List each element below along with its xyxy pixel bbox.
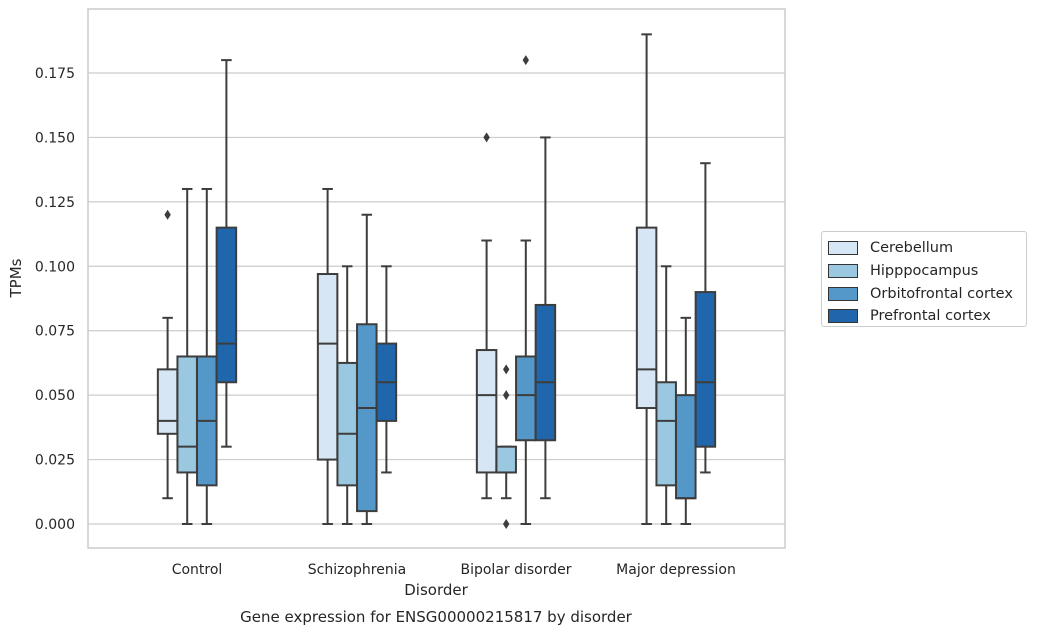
legend-label: Cerebellum — [870, 240, 954, 257]
box-hipppocampus — [336, 265, 358, 525]
box-iqr — [336, 361, 358, 487]
y-tick-label: 0.125 — [35, 195, 75, 211]
legend-label: Orbitofrontal cortex — [870, 285, 1013, 302]
box-iqr — [495, 445, 517, 474]
x-tick-label: Major depression — [616, 562, 736, 578]
outlier-point — [483, 132, 490, 143]
box-iqr — [176, 355, 198, 474]
box-orbitofrontal-cortex — [675, 316, 697, 525]
y-tick-label: 0.025 — [35, 453, 75, 469]
x-axis-label: Disorder — [404, 581, 468, 599]
box-iqr — [475, 349, 498, 474]
boxes — [156, 33, 717, 529]
legend-item: Hipppocampus — [828, 260, 1026, 283]
outlier-point — [503, 519, 510, 529]
outlier-point — [503, 364, 510, 375]
legend-item: Prefrontal cortex — [828, 305, 1026, 328]
box-iqr — [156, 368, 179, 435]
box-orbitofrontal-cortex — [356, 213, 378, 525]
outlier-point — [503, 390, 510, 401]
box-cerebellum — [635, 33, 658, 525]
y-tick-label: 0.100 — [35, 259, 75, 275]
outlier-point — [522, 55, 529, 66]
y-tick-label: 0.175 — [35, 66, 75, 82]
legend-swatch — [828, 241, 858, 256]
x-tick-label: Schizophrenia — [308, 562, 406, 578]
y-axis-label: TPMs — [7, 258, 25, 298]
box-hipppocampus — [655, 265, 677, 525]
y-tick-label: 0.150 — [35, 130, 75, 146]
chart-title: Gene expression for ENSG00000215817 by d… — [240, 608, 633, 626]
box-iqr — [635, 226, 658, 410]
box-cerebellum — [156, 209, 179, 500]
y-tick-label: 0.075 — [35, 324, 75, 340]
box-hipppocampus — [176, 187, 198, 525]
legend-label: Prefrontal cortex — [870, 308, 991, 325]
box-iqr — [675, 394, 697, 500]
box-iqr — [655, 381, 677, 487]
outlier-point — [164, 209, 171, 220]
legend-item: Orbitofrontal cortex — [828, 282, 1026, 305]
legend: Cerebellum Hipppocampus Orbitofrontal cort… — [821, 231, 1027, 327]
legend-label: Hipppocampus — [870, 263, 979, 280]
box-iqr — [694, 291, 717, 448]
plot-frame — [87, 8, 786, 549]
y-tick-labels: 0.000 0.025 0.050 0.075 0.100 0.125 0.150 0.175 — [35, 66, 75, 533]
box-iqr — [356, 323, 378, 513]
box-prefrontal-cortex — [375, 265, 398, 474]
box-iqr — [534, 303, 557, 442]
legend-swatch — [828, 286, 858, 301]
box-hipppocampus — [495, 364, 517, 529]
box-iqr — [515, 355, 537, 442]
legend-swatch — [828, 264, 858, 279]
box-prefrontal-cortex — [694, 162, 717, 474]
box-cerebellum — [316, 187, 339, 525]
box-orbitofrontal-cortex — [515, 55, 537, 525]
legend-item: Cerebellum — [828, 237, 1026, 260]
box-orbitofrontal-cortex — [196, 187, 218, 525]
y-tick-label: 0.050 — [35, 388, 75, 404]
box-iqr — [316, 273, 339, 461]
box-prefrontal-cortex — [215, 59, 238, 448]
x-tick-labels: Control Schizophrenia Bipolar disorder Majo… — [172, 562, 736, 578]
y-tick-label: 0.000 — [35, 517, 75, 533]
x-tick-label: Bipolar disorder — [460, 562, 571, 578]
box-iqr — [215, 226, 238, 384]
box-cerebellum — [475, 132, 498, 500]
x-tick-label: Control — [172, 562, 223, 578]
legend-swatch — [828, 309, 858, 324]
box-prefrontal-cortex — [534, 136, 557, 500]
